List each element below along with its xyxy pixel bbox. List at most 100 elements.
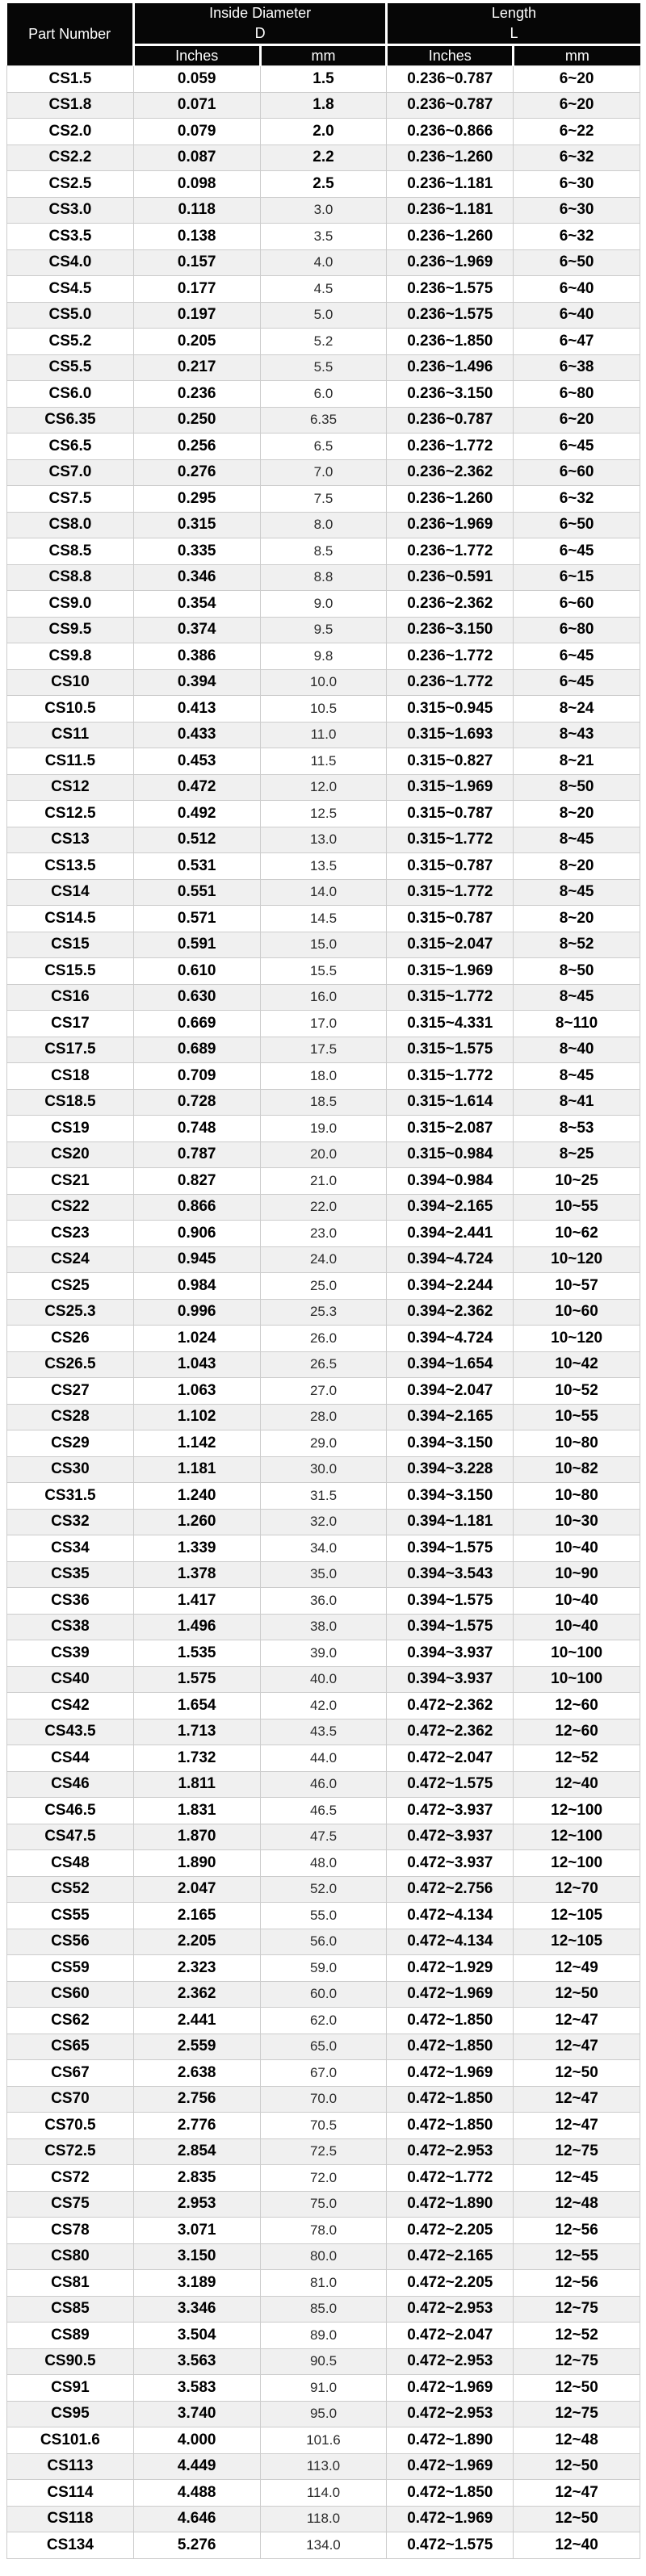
l-mm-cell: 12~52 xyxy=(513,1745,640,1772)
d-mm-cell: 72.0 xyxy=(259,2164,388,2192)
table-row: CS46.5 1.831 46.5 0.472~3.937 12~100 xyxy=(6,1797,640,1824)
l-mm-cell: 12~100 xyxy=(513,1797,640,1824)
part-number-cell: CS114 xyxy=(6,2479,134,2507)
l-mm-cell: 12~40 xyxy=(513,2532,640,2559)
l-mm-cell: 6~38 xyxy=(513,354,640,381)
d-inches-cell: 2.854 xyxy=(132,2138,261,2165)
l-inches-cell: 0.472~2.362 xyxy=(386,1718,514,1745)
part-number-cell: CS1.5 xyxy=(6,65,134,93)
l-mm-cell: 10~40 xyxy=(513,1587,640,1615)
d-mm-cell: 2.2 xyxy=(259,144,388,171)
d-inches-cell: 0.138 xyxy=(132,223,261,250)
part-number-cell: CS19 xyxy=(6,1115,134,1142)
d-inches-cell: 1.063 xyxy=(132,1377,261,1405)
d-mm-cell: 16.0 xyxy=(259,983,388,1011)
l-mm-cell: 8~24 xyxy=(513,695,640,723)
d-inches-cell: 0.709 xyxy=(132,1062,261,1090)
d-inches-cell: 2.165 xyxy=(132,1902,261,1929)
l-inches-cell: 0.315~1.614 xyxy=(386,1088,514,1116)
part-number-cell: CS9.8 xyxy=(6,643,134,670)
d-mm-cell: 4.0 xyxy=(259,249,388,276)
part-number-cell: CS17.5 xyxy=(6,1036,134,1063)
l-inches-cell: 0.236~0.591 xyxy=(386,563,514,591)
table-row: CS2.5 0.098 2.5 0.236~1.181 6~30 xyxy=(6,170,640,198)
d-mm-cell: 46.0 xyxy=(259,1770,388,1798)
d-inches-cell: 0.315 xyxy=(132,511,261,538)
d-inches-cell: 3.189 xyxy=(132,2269,261,2297)
l-mm-cell: 12~75 xyxy=(513,2400,640,2427)
table-row: CS46 1.811 46.0 0.472~1.575 12~40 xyxy=(6,1770,640,1798)
table-row: CS43.5 1.713 43.5 0.472~2.362 12~60 xyxy=(6,1718,640,1745)
d-inches-cell: 3.150 xyxy=(132,2243,261,2270)
part-number-cell: CS5.5 xyxy=(6,354,134,381)
l-inches-cell: 0.236~1.969 xyxy=(386,511,514,538)
d-inches-header: Inches xyxy=(132,44,261,66)
l-inches-cell: 0.315~1.969 xyxy=(386,957,514,985)
d-mm-cell: 52.0 xyxy=(259,1875,388,1903)
part-number-cell: CS5.2 xyxy=(6,328,134,355)
spec-table-container: Part Number Inside Diameter D Length L I… xyxy=(6,3,640,2559)
d-mm-cell: 13.5 xyxy=(259,852,388,880)
l-inches-cell: 0.472~2.953 xyxy=(386,2348,514,2375)
l-mm-cell: 6~50 xyxy=(513,511,640,538)
table-row: CS22 0.866 22.0 0.394~2.165 10~55 xyxy=(6,1193,640,1221)
d-inches-cell: 0.374 xyxy=(132,616,261,643)
part-number-cell: CS56 xyxy=(6,1928,134,1955)
l-mm-cell: 12~50 xyxy=(513,2374,640,2402)
l-mm-cell: 12~105 xyxy=(513,1928,640,1955)
d-inches-cell: 3.504 xyxy=(132,2322,261,2349)
part-number-cell: CS40 xyxy=(6,1665,134,1693)
l-mm-cell: 10~90 xyxy=(513,1560,640,1588)
l-mm-cell: 6~40 xyxy=(513,275,640,303)
l-inches-cell: 0.394~3.543 xyxy=(386,1560,514,1588)
d-inches-cell: 0.787 xyxy=(132,1141,261,1168)
table-row: CS134 5.276 134.0 0.472~1.575 12~40 xyxy=(6,2532,640,2559)
l-inches-cell: 0.472~2.205 xyxy=(386,2269,514,2297)
table-row: CS26.5 1.043 26.5 0.394~1.654 10~42 xyxy=(6,1351,640,1378)
l-inches-cell: 0.315~0.787 xyxy=(386,905,514,932)
d-inches-cell: 1.417 xyxy=(132,1587,261,1615)
l-inches-cell: 0.236~3.150 xyxy=(386,616,514,643)
d-inches-cell: 2.835 xyxy=(132,2164,261,2192)
d-inches-cell: 1.378 xyxy=(132,1560,261,1588)
l-inches-cell: 0.236~1.181 xyxy=(386,196,514,224)
l-mm-cell: 12~75 xyxy=(513,2138,640,2165)
d-inches-cell: 0.571 xyxy=(132,905,261,932)
l-mm-cell: 6~32 xyxy=(513,223,640,250)
l-mm-cell: 8~43 xyxy=(513,721,640,748)
l-mm-cell: 6~50 xyxy=(513,249,640,276)
part-number-cell: CS59 xyxy=(6,1954,134,1982)
d-inches-cell: 0.354 xyxy=(132,590,261,618)
d-mm-cell: 90.5 xyxy=(259,2348,388,2375)
l-mm-cell: 10~80 xyxy=(513,1482,640,1510)
l-mm-cell: 12~50 xyxy=(513,1980,640,2008)
part-number-cell: CS21 xyxy=(6,1167,134,1195)
part-number-cell: CS14 xyxy=(6,878,134,906)
d-inches-cell: 2.323 xyxy=(132,1954,261,1982)
d-mm-cell: 85.0 xyxy=(259,2295,388,2323)
d-inches-cell: 1.732 xyxy=(132,1745,261,1772)
d-mm-cell: 5.2 xyxy=(259,328,388,355)
part-number-cell: CS15.5 xyxy=(6,957,134,985)
l-inches-cell: 0.236~1.575 xyxy=(386,301,514,329)
part-number-cell: CS14.5 xyxy=(6,905,134,932)
l-inches-cell: 0.472~1.850 xyxy=(386,2033,514,2060)
d-mm-cell: 3.5 xyxy=(259,223,388,250)
d-inches-cell: 2.776 xyxy=(132,2112,261,2139)
l-mm-cell: 12~49 xyxy=(513,1954,640,1982)
d-mm-cell: 10.0 xyxy=(259,668,388,696)
d-inches-cell: 0.079 xyxy=(132,118,261,145)
l-inches-cell: 0.315~1.772 xyxy=(386,878,514,906)
l-inches-cell: 0.315~4.331 xyxy=(386,1010,514,1037)
table-row: CS95 3.740 95.0 0.472~2.953 12~75 xyxy=(6,2400,640,2427)
l-mm-cell: 12~55 xyxy=(513,2243,640,2270)
d-inches-cell: 0.413 xyxy=(132,695,261,723)
d-mm-cell: 7.5 xyxy=(259,485,388,513)
l-mm-cell: 12~70 xyxy=(513,1875,640,1903)
d-mm-cell: 7.0 xyxy=(259,459,388,486)
d-mm-cell: 27.0 xyxy=(259,1377,388,1405)
l-mm-cell: 10~120 xyxy=(513,1325,640,1352)
part-number-cell: CS9.5 xyxy=(6,616,134,643)
part-number-cell: CS5.0 xyxy=(6,301,134,329)
part-number-cell: CS55 xyxy=(6,1902,134,1929)
